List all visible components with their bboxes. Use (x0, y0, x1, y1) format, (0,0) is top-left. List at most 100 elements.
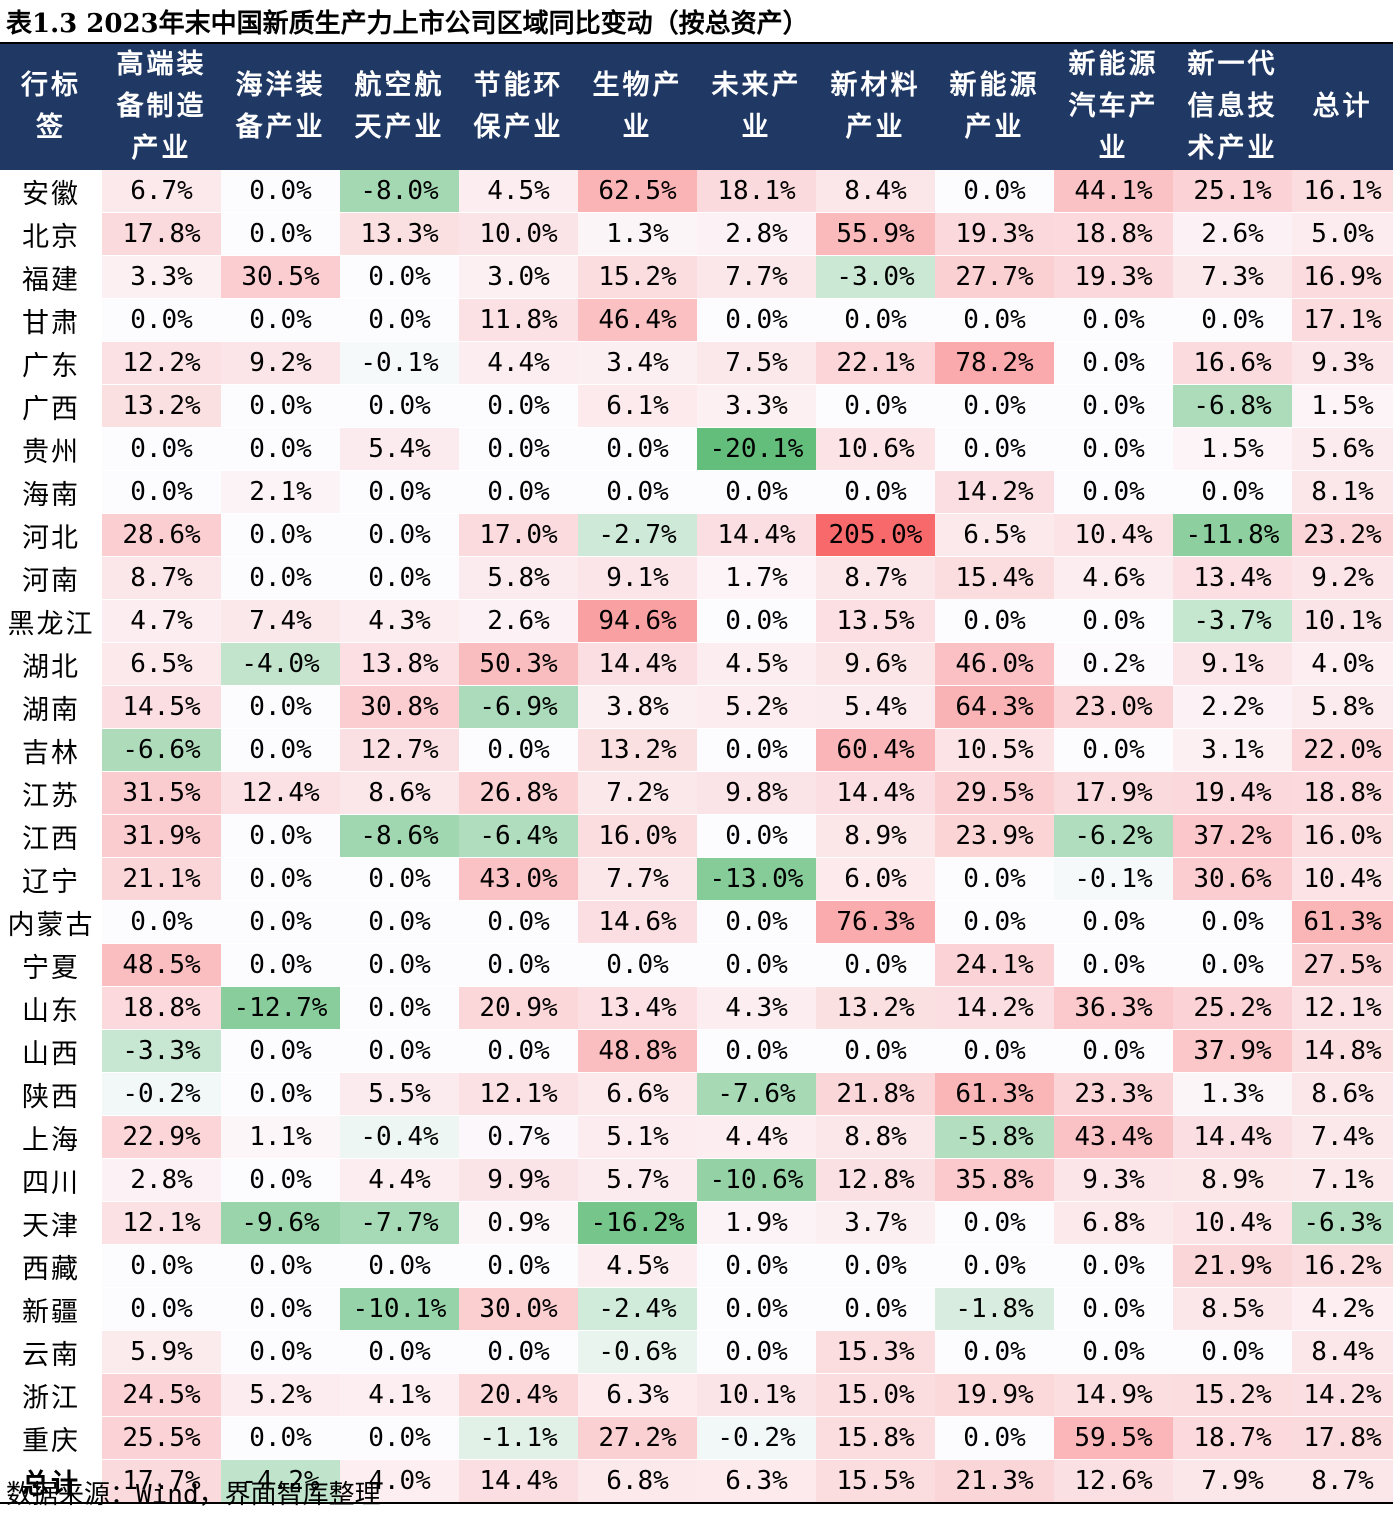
table-cell: 0.0% (1173, 900, 1292, 944)
table-cell: 18.8% (1054, 212, 1173, 256)
table-cell: 19.9% (935, 1373, 1054, 1417)
table-cell: 0.0% (697, 1287, 816, 1331)
column-header: 节能环 保产业 (459, 43, 578, 170)
table-cell: 1.5% (1292, 384, 1393, 428)
table-body: 安徽 6.7% 0.0% -8.0% 4.5% 62.5% 18.1% 8.4% 0.0% 44.… (0, 170, 1393, 1504)
table-cell: 13.4% (578, 986, 697, 1030)
table-cell: 0.0% (935, 170, 1054, 213)
table-cell: 16.9% (1292, 255, 1393, 299)
table-cell: -3.3% (102, 1029, 221, 1073)
table-cell: 9.8% (697, 771, 816, 815)
region-label: 甘肃 (0, 298, 102, 342)
table-cell: 30.5% (221, 255, 340, 299)
table-cell: -6.9% (459, 685, 578, 729)
table-cell: 19.3% (1054, 255, 1173, 299)
table-cell: 12.1% (102, 1201, 221, 1245)
table-cell: 0.0% (221, 513, 340, 557)
table-cell: 10.0% (459, 212, 578, 256)
table-cell: 8.7% (1292, 1459, 1393, 1504)
table-cell: 4.1% (340, 1373, 459, 1417)
table-cell: 8.5% (1173, 1287, 1292, 1331)
table-cell: 6.5% (935, 513, 1054, 557)
table-cell: 3.3% (102, 255, 221, 299)
region-label: 河南 (0, 556, 102, 600)
table-cell: 0.0% (340, 1330, 459, 1374)
table-cell: 0.0% (340, 986, 459, 1030)
table-cell: 12.8% (816, 1158, 935, 1202)
table-cell: 4.5% (459, 170, 578, 213)
table-cell: 5.2% (221, 1373, 340, 1417)
table-cell: 8.7% (102, 556, 221, 600)
table-row: 内蒙古 0.0% 0.0% 0.0% 0.0% 14.6% 0.0% 76.3% 0.0% 0.0… (0, 900, 1393, 944)
table-cell: 19.3% (935, 212, 1054, 256)
table-cell: 0.0% (697, 943, 816, 987)
column-header: 航空航 天产业 (340, 43, 459, 170)
table-cell: -8.6% (340, 814, 459, 858)
table-cell: 7.5% (697, 341, 816, 385)
region-label: 江西 (0, 814, 102, 858)
table-cell: 0.0% (102, 427, 221, 471)
region-label: 陕西 (0, 1072, 102, 1116)
table-cell: 0.0% (935, 1416, 1054, 1460)
table-cell: 8.6% (340, 771, 459, 815)
column-header: 高端装 备制造 产业 (102, 43, 221, 170)
table-cell: 15.4% (935, 556, 1054, 600)
column-header-label: 总计 (1312, 91, 1373, 122)
table-cell: 0.0% (697, 1330, 816, 1374)
table-cell: 6.1% (578, 384, 697, 428)
table-cell: 14.5% (102, 685, 221, 729)
table-row: 河南 8.7% 0.0% 0.0% 5.8% 9.1% 1.7% 8.7% 15.4% 4.6% 1… (0, 556, 1393, 600)
table-cell: 18.7% (1173, 1416, 1292, 1460)
table-cell: 64.3% (935, 685, 1054, 729)
table-cell: 0.0% (221, 384, 340, 428)
column-header: 新材料 产业 (816, 43, 935, 170)
table-cell: 1.7% (697, 556, 816, 600)
table-cell: 27.5% (1292, 943, 1393, 987)
table-row: 湖北 6.5% -4.0% 13.8% 50.3% 14.4% 4.5% 9.6% 46.0% 0… (0, 642, 1393, 686)
table-cell: 5.8% (459, 556, 578, 600)
table-cell: 37.9% (1173, 1029, 1292, 1073)
table-cell: 7.1% (1292, 1158, 1393, 1202)
table-cell: 18.8% (102, 986, 221, 1030)
table-cell: 0.0% (1054, 1287, 1173, 1331)
table-cell: 14.4% (459, 1459, 578, 1504)
table-cell: 60.4% (816, 728, 935, 772)
table-cell: 0.0% (102, 1287, 221, 1331)
table-cell: 0.9% (459, 1201, 578, 1245)
table-cell: -10.6% (697, 1158, 816, 1202)
column-header-label: 海洋装 备产业 (235, 70, 326, 143)
table-cell: 27.7% (935, 255, 1054, 299)
table-cell: 4.0% (1292, 642, 1393, 686)
table-row: 海南 0.0% 2.1% 0.0% 0.0% 0.0% 0.0% 0.0% 14.2% 0.0% 0… (0, 470, 1393, 514)
region-label: 山东 (0, 986, 102, 1030)
column-header-label: 新能源 汽车产 业 (1068, 49, 1159, 164)
table-cell: 0.0% (221, 556, 340, 600)
table-cell: 16.0% (1292, 814, 1393, 858)
table-cell: 0.0% (340, 470, 459, 514)
table-cell: 4.4% (340, 1158, 459, 1202)
table-row: 辽宁 21.1% 0.0% 0.0% 43.0% 7.7% -13.0% 6.0% 0.0% -0… (0, 857, 1393, 901)
table-cell: 0.0% (459, 470, 578, 514)
table-cell: 59.5% (1054, 1416, 1173, 1460)
table-cell: 0.0% (459, 1244, 578, 1288)
table-cell: 0.0% (221, 1330, 340, 1374)
table-cell: -2.4% (578, 1287, 697, 1331)
table-cell: 0.0% (1173, 470, 1292, 514)
table-cell: 0.0% (102, 298, 221, 342)
table-cell: 0.0% (935, 857, 1054, 901)
table-cell: 0.0% (221, 857, 340, 901)
column-header: 新一代 信息技 术产业 (1173, 43, 1292, 170)
column-header-label: 节能环 保产业 (473, 70, 564, 143)
region-label: 西藏 (0, 1244, 102, 1288)
table-cell: 5.2% (697, 685, 816, 729)
table-row: 安徽 6.7% 0.0% -8.0% 4.5% 62.5% 18.1% 8.4% 0.0% 44.… (0, 170, 1393, 213)
region-label: 四川 (0, 1158, 102, 1202)
table-row: 总计 17.7% -4.2% 4.0% 14.4% 6.8% 6.3% 15.5% 21.3% 1… (0, 1459, 1393, 1504)
table-cell: 0.0% (935, 599, 1054, 643)
table-cell: 0.0% (340, 298, 459, 342)
table-cell: 5.4% (816, 685, 935, 729)
table-cell: 0.0% (340, 1244, 459, 1288)
table-cell: 0.0% (1173, 943, 1292, 987)
table-cell: 0.0% (697, 814, 816, 858)
table-cell: 0.0% (697, 599, 816, 643)
